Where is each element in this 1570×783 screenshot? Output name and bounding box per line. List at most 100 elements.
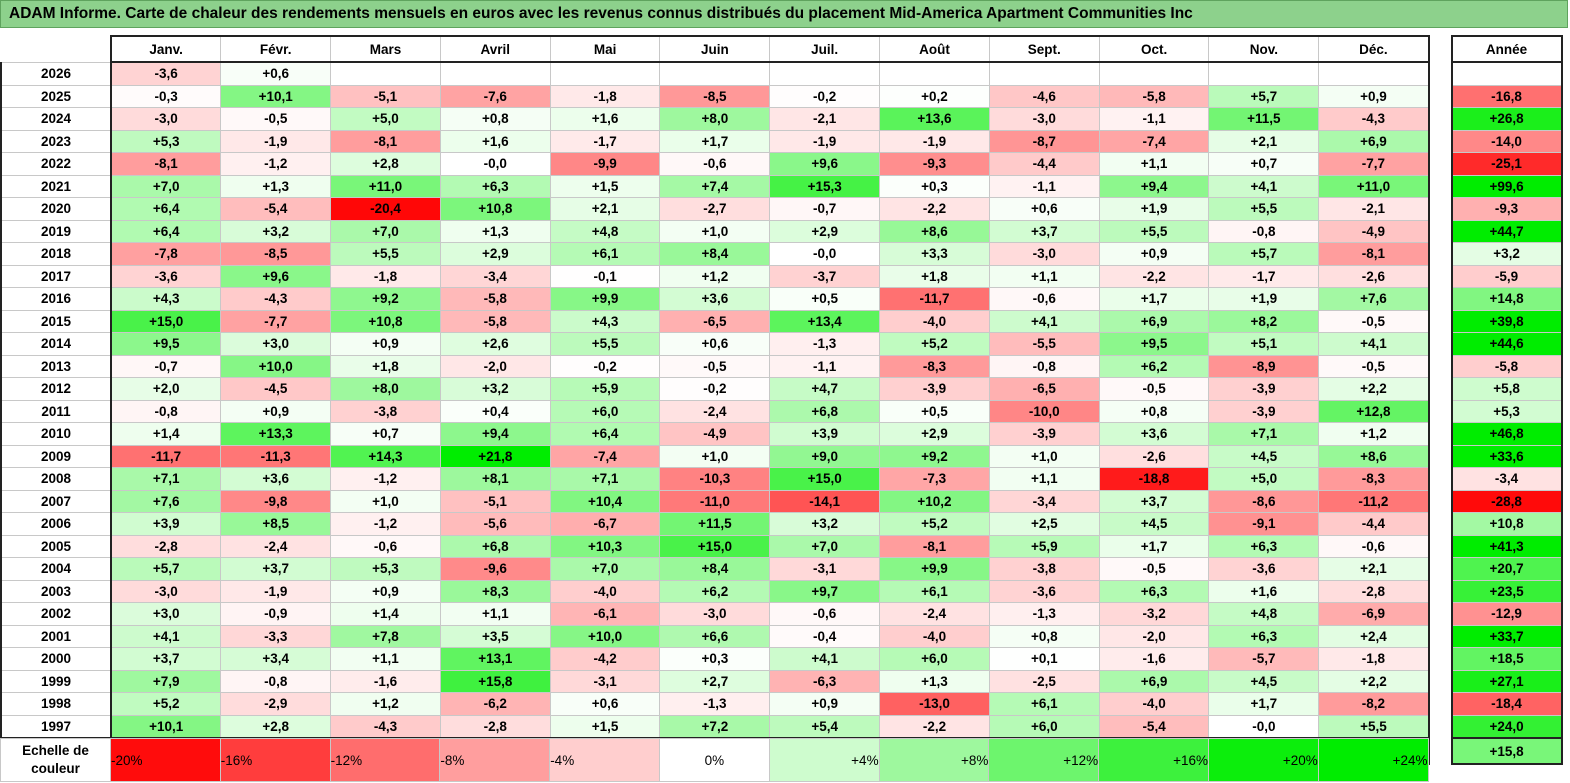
gap-cell — [1428, 152, 1452, 175]
heatmap-cell: +5,5 — [549, 332, 661, 356]
heatmap-cell — [1098, 61, 1210, 86]
corner-cell — [1, 36, 111, 62]
heatmap-cell: -3,3 — [220, 624, 332, 648]
heatmap-cell: -1,3 — [769, 332, 881, 356]
heatmap-cell: +7,1 — [549, 467, 661, 491]
heatmap-cell: -13,0 — [879, 692, 990, 716]
heatmap-cell: -0,8 — [220, 669, 332, 693]
heatmap-cell: -6,5 — [659, 309, 771, 333]
gap-cell — [1428, 670, 1452, 693]
heatmap-cell: -2,4 — [879, 602, 990, 626]
heatmap-cell: +0,5 — [879, 399, 990, 423]
gap-cell — [1428, 197, 1452, 220]
legend-swatch: +8% — [878, 738, 990, 782]
heatmap-cell: +0,2 — [879, 84, 990, 108]
gap-cell — [1428, 490, 1452, 513]
table-row: 2000 +3,7 +3,4 +1,1 +13,1 -4,2 +0,3 +4,1 +6,0 +0,… — [0, 647, 1563, 671]
heatmap-cell: -1,2 — [330, 467, 441, 491]
annual-cell: -16,8 — [1450, 84, 1563, 108]
heatmap-cell: +0,9 — [330, 579, 441, 603]
annual-cell: +24,0 — [1450, 714, 1563, 739]
heatmap-cell — [659, 61, 771, 86]
heatmap-cell: -3,6 — [988, 579, 1100, 603]
heatmap-cell: -0,3 — [110, 84, 222, 108]
heatmap-cell: -4,9 — [1318, 219, 1430, 243]
heatmap-cell: +2,6 — [439, 332, 551, 356]
heatmap-cell: +11,0 — [330, 174, 441, 198]
heatmap-cell: +6,0 — [988, 714, 1100, 739]
heatmap-cell: +3,7 — [220, 557, 332, 581]
gap-cell — [1428, 445, 1452, 468]
heatmap-cell: +10,4 — [549, 489, 661, 513]
heatmap-cell: +8,1 — [439, 467, 551, 491]
heatmap-cell: +1,2 — [659, 264, 771, 288]
table-row: 2018 -7,8 -8,5 +5,5 +2,9 +6,1 +8,4 -0,0 +3,3 -3,0… — [0, 242, 1563, 266]
heatmap-cell: +3,2 — [769, 512, 881, 536]
year-label: 2000 — [0, 647, 112, 671]
heatmap-cell: -8,6 — [1208, 489, 1320, 513]
heatmap-cell: -0,6 — [659, 152, 771, 176]
heatmap-cell: +1,7 — [1208, 692, 1320, 716]
table-row: 2015 +15,0 -7,7 +10,8 -5,8 +4,3 -6,5 +13,4 -4,0 +… — [0, 309, 1563, 333]
annual-cell: +99,6 — [1450, 174, 1563, 198]
year-label: 2007 — [0, 489, 112, 513]
heatmap-cell: +6,8 — [769, 399, 881, 423]
heatmap-cell: -1,7 — [549, 129, 661, 153]
heatmap-cell: -4,5 — [220, 377, 332, 401]
heatmap-cell: +9,7 — [769, 579, 881, 603]
month-header: Août — [879, 35, 990, 63]
heatmap-cell: +1,6 — [1208, 579, 1320, 603]
heatmap-cell: -2,8 — [1318, 579, 1430, 603]
heatmap-cell: +4,1 — [110, 624, 222, 648]
annual-cell: +23,5 — [1450, 579, 1563, 603]
year-label: 2010 — [0, 422, 112, 446]
heatmap-cell: +4,5 — [1208, 669, 1320, 693]
annual-cell: +18,5 — [1450, 647, 1563, 671]
table-row: 2004 +5,7 +3,7 +5,3 -9,6 +7,0 +8,4 -3,1 +9,9 -3,8… — [0, 557, 1563, 581]
heatmap-cell: -3,9 — [1208, 377, 1320, 401]
heatmap-cell: -4,3 — [1318, 107, 1430, 131]
year-column-header: Année — [1450, 35, 1563, 63]
year-label: 2001 — [0, 624, 112, 648]
heatmap-cell: -1,3 — [988, 602, 1100, 626]
annual-cell: +44,7 — [1450, 219, 1563, 243]
heatmap-cell: +1,1 — [439, 602, 551, 626]
heatmap-cell: +11,0 — [1318, 174, 1430, 198]
heatmap-cell — [879, 61, 990, 86]
legend-swatch: -16% — [219, 738, 331, 782]
heatmap-cell: -2,8 — [439, 714, 551, 739]
heatmap-cell: -6,5 — [988, 377, 1100, 401]
annual-cell: +39,8 — [1450, 309, 1563, 333]
heatmap-cell: +3,7 — [110, 647, 222, 671]
heatmap-cell: +2,4 — [1318, 624, 1430, 648]
heatmap-cell: +3,7 — [988, 219, 1100, 243]
heatmap-cell: +8,3 — [439, 579, 551, 603]
table-row: 2006 +3,9 +8,5 -1,2 -5,6 -6,7 +11,5 +3,2 +5,2 +2,… — [0, 512, 1563, 536]
heatmap-cell: -9,6 — [439, 557, 551, 581]
heatmap-cell: -0,2 — [769, 84, 881, 108]
legend-swatch: +24% — [1317, 738, 1429, 782]
table-row: 2008 +7,1 +3,6 -1,2 +8,1 +7,1 -10,3 +15,0 -7,3 +1… — [0, 467, 1563, 491]
heatmap-cell: +2,9 — [769, 219, 881, 243]
gap-cell — [1428, 130, 1452, 153]
heatmap-cell: -3,6 — [110, 61, 222, 86]
heatmap-cell: +0,9 — [220, 399, 332, 423]
annual-cell: +41,3 — [1450, 534, 1563, 558]
heatmap-cell: -7,4 — [549, 444, 661, 468]
heatmap-cell: -8,5 — [659, 84, 771, 108]
heatmap-cell: +8,6 — [1318, 444, 1430, 468]
heatmap-cell: -3,9 — [988, 422, 1100, 446]
heatmap-cell: -18,8 — [1098, 467, 1210, 491]
heatmap-cell: -0,5 — [1318, 309, 1430, 333]
heatmap-cell: +0,9 — [1098, 242, 1210, 266]
heatmap-cell: +1,2 — [1318, 422, 1430, 446]
year-label: 1999 — [0, 669, 112, 693]
table-row: 2016 +4,3 -4,3 +9,2 -5,8 +9,9 +3,6 +0,5 -11,7 -0,… — [0, 287, 1563, 311]
year-label: 2019 — [0, 219, 112, 243]
heatmap-cell: -3,0 — [988, 242, 1100, 266]
year-label: 2017 — [0, 264, 112, 288]
heatmap-cell: +6,3 — [1098, 579, 1210, 603]
month-header: Janv. — [110, 35, 222, 63]
heatmap-cell: +6,4 — [549, 422, 661, 446]
heatmap-cell: -6,1 — [549, 602, 661, 626]
